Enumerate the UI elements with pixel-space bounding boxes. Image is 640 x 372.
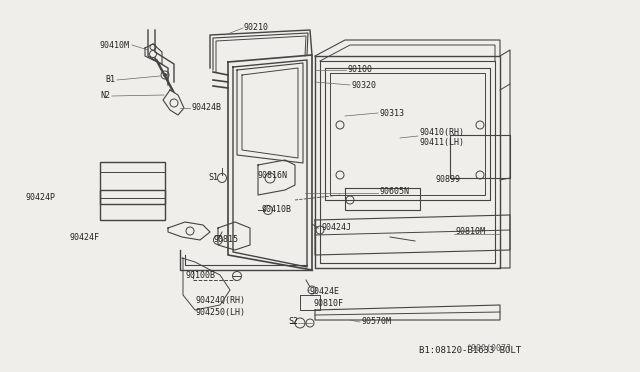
Text: N2: N2 [100,92,110,100]
Text: 90410B: 90410B [262,205,292,215]
Text: 90424E: 90424E [310,286,340,295]
Text: 90313: 90313 [380,109,405,118]
Bar [100,162,165,204]
Text: 904250(LH): 904250(LH) [196,308,246,317]
Text: 90411(LH): 90411(LH) [420,138,465,148]
Text: 90810M: 90810M [456,228,486,237]
Text: S1: S1 [208,173,218,183]
Text: 90816N: 90816N [258,171,288,180]
Text: 90810F: 90810F [314,299,344,308]
Bar [100,190,165,220]
Text: 90424P: 90424P [25,193,55,202]
Text: 90424J: 90424J [322,222,352,231]
Text: 90899: 90899 [435,174,460,183]
Text: 90424B: 90424B [192,103,222,112]
Text: B1:08120-B1633 BOLT: B1:08120-B1633 BOLT [419,346,522,355]
Text: 90424F: 90424F [70,232,100,241]
Text: B1: B1 [105,76,115,84]
Text: 90100: 90100 [348,65,373,74]
Text: 90410(RH): 90410(RH) [420,128,465,137]
Text: ^900(007?: ^900(007? [467,344,512,353]
Text: 90210: 90210 [243,23,268,32]
Text: 90410M: 90410M [100,41,130,49]
Text: 90605N: 90605N [380,187,410,196]
Text: 90424Q(RH): 90424Q(RH) [196,295,246,305]
Text: 90320: 90320 [352,80,377,90]
Text: 90100B: 90100B [185,272,215,280]
Text: 90815: 90815 [214,234,239,244]
Text: S2: S2 [288,317,298,327]
Text: 90570M: 90570M [362,317,392,327]
Circle shape [163,74,166,77]
